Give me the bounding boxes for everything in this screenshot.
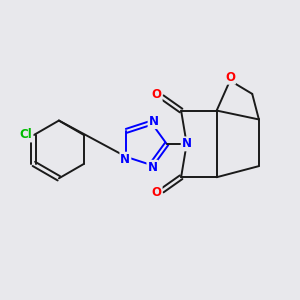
- Text: N: N: [182, 137, 192, 150]
- Text: O: O: [152, 88, 162, 101]
- Text: N: N: [120, 153, 130, 166]
- Text: N: N: [148, 115, 158, 128]
- Text: Cl: Cl: [20, 128, 32, 142]
- Text: N: N: [147, 161, 158, 174]
- Text: O: O: [225, 71, 235, 84]
- Text: O: O: [152, 186, 162, 199]
